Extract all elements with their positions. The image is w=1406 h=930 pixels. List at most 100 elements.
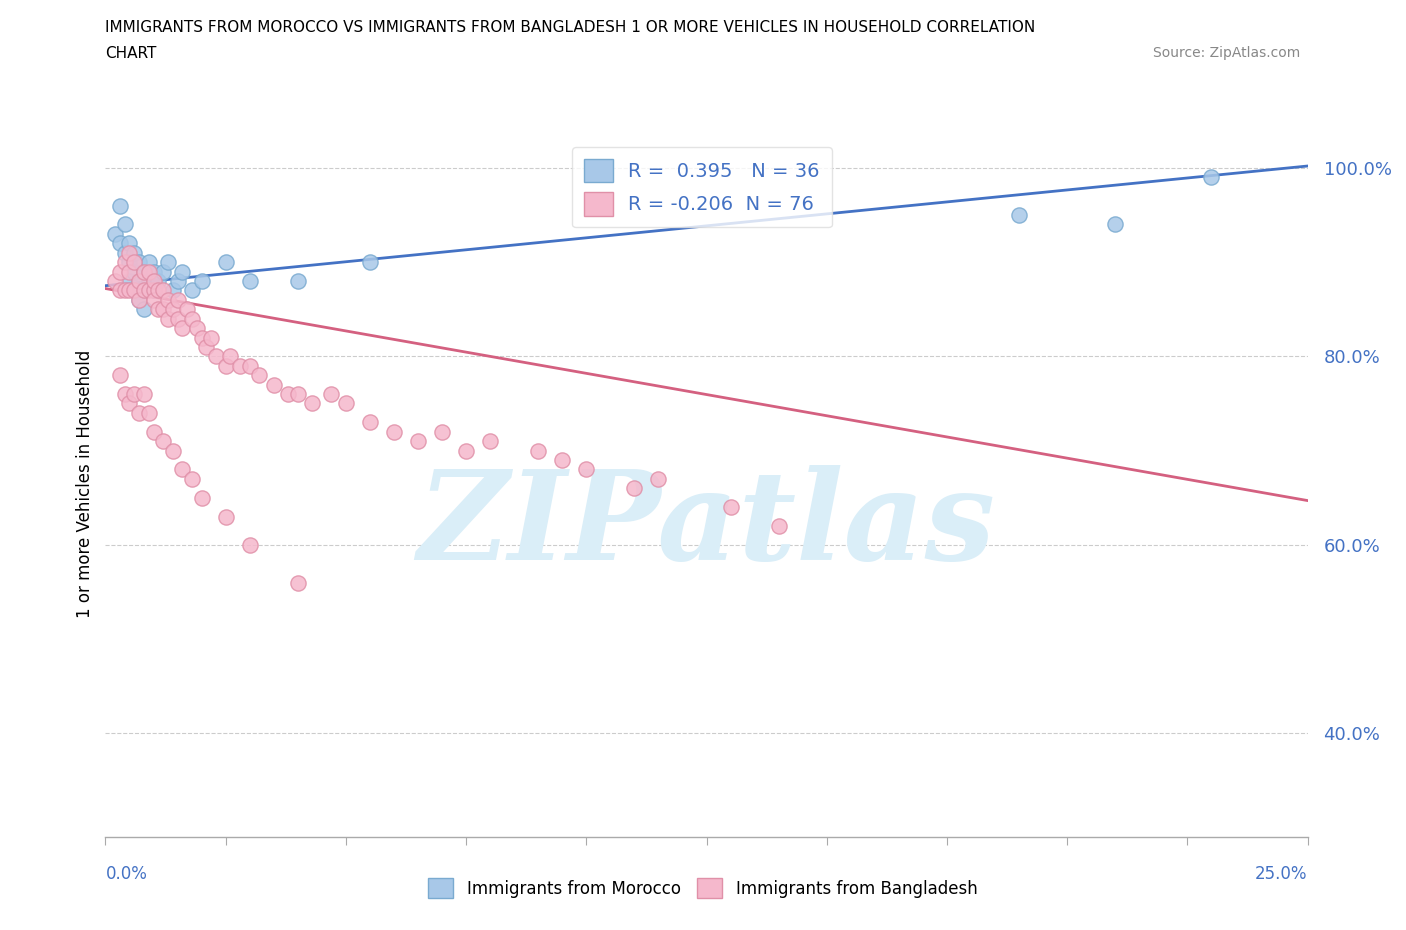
Point: [768, 519, 790, 534]
Point: [219, 349, 242, 364]
Point: [200, 330, 222, 345]
Point: [239, 538, 262, 552]
Text: 0.0%: 0.0%: [105, 865, 148, 884]
Point: [128, 292, 150, 307]
Point: [138, 273, 160, 288]
Point: [114, 283, 136, 298]
Point: [551, 453, 574, 468]
Point: [132, 283, 155, 298]
Text: CHART: CHART: [105, 46, 157, 61]
Point: [172, 264, 194, 279]
Point: [229, 358, 252, 373]
Point: [124, 246, 146, 260]
Point: [181, 283, 204, 298]
Point: [214, 509, 236, 524]
Point: [104, 273, 127, 288]
Point: [118, 255, 141, 270]
Point: [321, 387, 343, 402]
Point: [118, 264, 141, 279]
Point: [104, 226, 127, 241]
Point: [479, 433, 502, 448]
Point: [575, 462, 598, 477]
Point: [359, 415, 381, 430]
Point: [277, 387, 299, 402]
Point: [124, 283, 146, 298]
Point: [132, 283, 155, 298]
Point: [148, 302, 170, 317]
Point: [181, 312, 204, 326]
Point: [263, 378, 285, 392]
Point: [1008, 207, 1031, 222]
Point: [142, 283, 165, 298]
Point: [124, 283, 146, 298]
Point: [172, 462, 194, 477]
Point: [114, 387, 136, 402]
Point: [359, 255, 381, 270]
Point: [124, 255, 146, 270]
Point: [301, 396, 323, 411]
Point: [142, 283, 165, 298]
Point: [335, 396, 357, 411]
Point: [118, 273, 141, 288]
Point: [176, 302, 198, 317]
Point: [114, 255, 136, 270]
Point: [287, 387, 309, 402]
Point: [108, 283, 131, 298]
Point: [108, 367, 131, 382]
Point: [156, 292, 179, 307]
Point: [128, 292, 150, 307]
Point: [128, 273, 150, 288]
Point: [166, 312, 188, 326]
Point: [156, 312, 179, 326]
Point: [382, 424, 405, 439]
Point: [142, 292, 165, 307]
Point: [454, 444, 477, 458]
Point: [181, 472, 204, 486]
Point: [152, 264, 174, 279]
Point: [114, 246, 136, 260]
Point: [1201, 170, 1223, 185]
Point: [190, 273, 212, 288]
Point: [214, 358, 236, 373]
Point: [114, 217, 136, 232]
Point: [172, 321, 194, 336]
Point: [166, 273, 188, 288]
Point: [132, 387, 155, 402]
Point: [142, 424, 165, 439]
Text: Source: ZipAtlas.com: Source: ZipAtlas.com: [1153, 46, 1301, 60]
Point: [623, 481, 645, 496]
Point: [152, 302, 174, 317]
Point: [138, 264, 160, 279]
Y-axis label: 1 or more Vehicles in Household: 1 or more Vehicles in Household: [76, 350, 94, 618]
Point: [239, 358, 262, 373]
Point: [128, 273, 150, 288]
Point: [132, 264, 155, 279]
Point: [108, 264, 131, 279]
Point: [118, 236, 141, 251]
Point: [148, 273, 170, 288]
Legend: R =  0.395   N = 36, R = -0.206  N = 76: R = 0.395 N = 36, R = -0.206 N = 76: [572, 147, 831, 228]
Text: IMMIGRANTS FROM MOROCCO VS IMMIGRANTS FROM BANGLADESH 1 OR MORE VEHICLES IN HOUS: IMMIGRANTS FROM MOROCCO VS IMMIGRANTS FR…: [105, 20, 1036, 35]
Point: [186, 321, 208, 336]
Point: [190, 490, 212, 505]
Point: [162, 444, 184, 458]
Point: [152, 283, 174, 298]
Point: [132, 302, 155, 317]
Point: [118, 396, 141, 411]
Point: [142, 273, 165, 288]
Point: [108, 198, 131, 213]
Point: [287, 575, 309, 590]
Point: [118, 246, 141, 260]
Point: [527, 444, 550, 458]
Point: [148, 283, 170, 298]
Point: [214, 255, 236, 270]
Point: [124, 387, 146, 402]
Point: [430, 424, 453, 439]
Point: [205, 349, 228, 364]
Point: [128, 405, 150, 420]
Point: [132, 264, 155, 279]
Point: [138, 255, 160, 270]
Point: [406, 433, 429, 448]
Point: [247, 367, 270, 382]
Point: [142, 264, 165, 279]
